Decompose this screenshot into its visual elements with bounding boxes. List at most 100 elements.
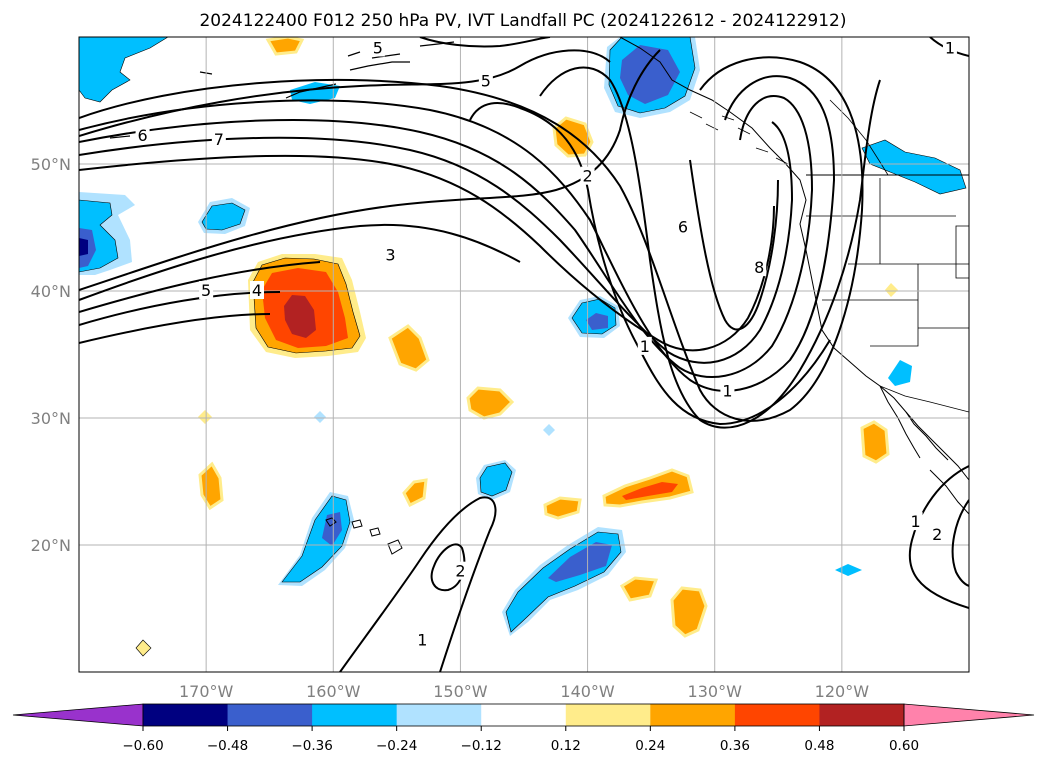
contour-label-16: 1: [945, 38, 955, 57]
chart-title: 2024122400 F012 250 hPa PV, IVT Landfall…: [199, 11, 846, 31]
neg-blob-baja: [888, 360, 912, 386]
colorbar-tick-label-4: −0.12: [461, 738, 502, 754]
pos-blob-main-darkred: [284, 295, 316, 338]
colorbar-tick-label-7: 0.36: [720, 738, 750, 754]
pv-contour-jet-4: [79, 121, 794, 364]
contour-label-14: 1: [911, 512, 921, 531]
pv-contour-south-1: [339, 496, 497, 672]
contour-label-bg-11: [720, 381, 735, 400]
pos-blob-137w-17n: [619, 576, 659, 602]
colorbar-segment-8: [819, 704, 905, 726]
colorbar-segment-7: [734, 704, 820, 726]
colorbar-tick-label-3: −0.24: [376, 738, 417, 754]
neg-blob-25n: [479, 462, 513, 497]
neg-blob-nw-corner: [79, 37, 169, 103]
hawaiian-islands: [325, 517, 403, 555]
contour-label-1: 5: [481, 71, 491, 90]
contour-label-15: 2: [932, 525, 942, 544]
colorbar-extend-low: [12, 703, 144, 727]
pv-contour-north-wave: [79, 49, 611, 137]
pv-contour-trough-inner: [689, 159, 779, 331]
pv-contour-jet-3: [79, 95, 814, 379]
colorbar-tick-labels: −0.60 −0.48 −0.36 −0.24 −0.12 0.12 0.24 0.36 0.4…: [122, 726, 919, 754]
pos-blob-135w-24n-red: [622, 482, 678, 500]
pos-blob-148w-31n: [466, 386, 515, 420]
colorbar-segment-2: [312, 704, 398, 726]
pos-blob-132w-15n: [670, 586, 708, 638]
contour-label-bg-8: [675, 217, 690, 236]
contour-label-9: 8: [754, 258, 764, 277]
pv-contour-southeast: [908, 465, 969, 609]
contour-label-7: 2: [582, 167, 592, 186]
contour-label-13: 1: [417, 630, 427, 649]
lon-tick-label-4: 130°W: [688, 682, 743, 701]
contour-label-bg-6: [250, 281, 264, 299]
pv-contours: [79, 37, 969, 672]
lat-tick-label-1: 30°N: [31, 409, 71, 428]
colorbar-tick-label-5: 0.12: [551, 738, 581, 754]
contour-label-6: 4: [252, 281, 262, 300]
pv-contour-jet-2: [79, 75, 836, 392]
colorbar-segment-3: [396, 704, 482, 726]
neg-blob-small-2: [543, 424, 555, 436]
neg-blob-northeast: [861, 139, 967, 195]
contour-label-10: 1: [640, 337, 650, 356]
contour-label-bg-1: [478, 71, 493, 90]
mexico-border: [879, 385, 969, 413]
lon-tick-label-0: 170°W: [179, 682, 234, 701]
lon-tick-label-1: 160°W: [306, 682, 361, 701]
neg-blob-40n-blue: [586, 313, 608, 330]
contour-label-12: 2: [455, 562, 465, 581]
neg-blob-sw-band-blue: [548, 542, 612, 582]
pos-blob-small-1: [198, 410, 212, 424]
pv-contour-jet-5: [79, 154, 775, 352]
colorbar-tick-label-6: 0.24: [635, 738, 665, 754]
lat-tick-label-0: 20°N: [31, 536, 71, 555]
colorbar-segment-5: [565, 704, 651, 726]
longitude-tick-labels: 170°W 160°W 150°W 140°W 130°W 120°W: [179, 682, 869, 701]
pv-contour-jet-1: [79, 56, 864, 422]
lat-tick-label-2: 40°N: [31, 282, 71, 301]
neg-blob-west-edge-navy: [79, 238, 88, 256]
contour-label-bg-9: [752, 258, 767, 277]
contour-label-bg-0: [370, 38, 385, 57]
alaska-panhandle-islands: [689, 111, 789, 165]
pv-contour-northwest-5: [419, 37, 551, 48]
contour-label-bg-12: [453, 561, 468, 580]
contour-label-bg-16: [942, 38, 957, 57]
us-state-borders: [806, 178, 969, 347]
colorbar-tick-label-0: −0.60: [122, 738, 163, 754]
contour-label-5: 5: [201, 281, 211, 300]
pv-contour-3-west: [79, 223, 521, 301]
lon-tick-label-3: 140°W: [560, 682, 615, 701]
contour-label-2: 6: [137, 126, 147, 145]
pv-contour-southeast-2: [951, 499, 969, 587]
contour-label-bg-15: [930, 524, 945, 543]
negative-anomaly-shading: [79, 37, 967, 636]
pos-blob-168w-25n: [198, 461, 224, 511]
latitude-tick-labels: 20°N 30°N 40°N 50°N: [31, 155, 71, 555]
neg-blob-hawaii-blue: [322, 512, 342, 546]
pv-contour-6-west: [79, 313, 271, 344]
colorbar-extend-high: [903, 703, 1035, 727]
contour-label-bg-13: [415, 630, 430, 649]
contour-label-bg-2: [135, 126, 150, 145]
contour-label-0: 5: [373, 38, 383, 57]
lon-tick-label-5: 120°W: [815, 682, 870, 701]
pos-blob-small-3: [135, 639, 152, 657]
contour-label-bg-4: [383, 245, 398, 264]
contour-label-11: 1: [722, 381, 732, 400]
colorbar-segment-0: [143, 704, 229, 726]
colorbar-tick-label-8: 0.48: [804, 738, 834, 754]
pv-contour-4-west: [79, 261, 321, 313]
map-frame: [78, 36, 970, 673]
pv-contour-west-low: [79, 49, 661, 291]
lat-tick-label-3: 50°N: [31, 155, 71, 174]
colorbar-segment-6: [650, 704, 736, 726]
pos-blob-small-2: [885, 283, 898, 297]
pos-blob-152w-35n: [388, 324, 430, 372]
